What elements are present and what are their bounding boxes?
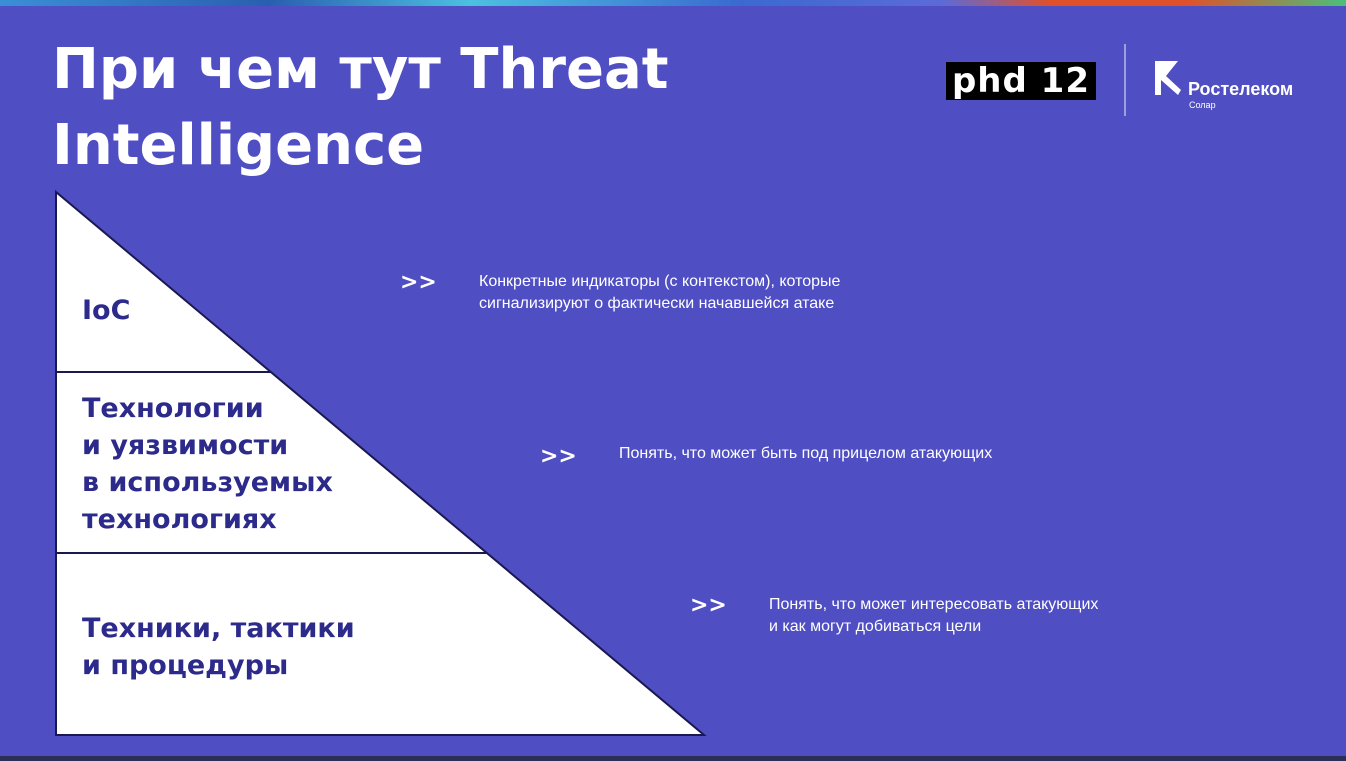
rostelecom-name: Ростелеком xyxy=(1188,79,1294,99)
arrow-ioc: >> xyxy=(400,270,437,295)
description-line: Понять, что может интересовать атакующих xyxy=(769,596,1099,613)
pyramid-triangle xyxy=(55,189,707,736)
description-line: Конкретные индикаторы (с контекстом), ко… xyxy=(479,273,841,290)
pyramid-level-technologies: Технологии и уязвимости в используемых т… xyxy=(82,390,333,538)
level-label-line: и уязвимости xyxy=(82,430,289,461)
description-ttp: Понять, что может интересовать атакующих… xyxy=(769,594,1199,638)
logo-divider xyxy=(1124,44,1126,116)
description-line: и как могут добиваться цели xyxy=(769,618,982,635)
pyramid-diagram xyxy=(55,189,707,736)
level-label-line: технологиях xyxy=(82,504,277,535)
arrow-technologies: >> xyxy=(540,444,577,469)
rostelecom-sub: Солар xyxy=(1189,100,1216,110)
level-label-line: и процедуры xyxy=(82,650,289,681)
level-label-line: Техники, тактики xyxy=(82,613,355,644)
level-label-line: IoC xyxy=(82,295,131,326)
pyramid-level-ioc: IoC xyxy=(82,292,130,329)
description-technologies: Понять, что может быть под прицелом атак… xyxy=(619,443,1049,465)
logos-area: phd 12 Ростелеком Солар xyxy=(946,44,1306,120)
video-bottom-strip xyxy=(0,756,1346,761)
slide-title: При чем тут Threat Intelligence xyxy=(52,37,669,178)
level-label-line: Технологии xyxy=(82,393,264,424)
description-line: сигнализируют о фактически начавшейся ат… xyxy=(479,295,835,312)
pyramid-level-ttp: Техники, тактики и процедуры xyxy=(82,610,355,684)
presentation-slide: При чем тут Threat Intelligence phd 12 Р… xyxy=(0,6,1346,756)
video-top-strip xyxy=(0,0,1346,6)
phd-logo: phd 12 xyxy=(946,62,1096,100)
rostelecom-logo-icon xyxy=(1155,61,1181,95)
level-label-line: в используемых xyxy=(82,467,333,498)
description-line: Понять, что может быть под прицелом атак… xyxy=(619,445,993,462)
description-ioc: Конкретные индикаторы (с контекстом), ко… xyxy=(479,271,909,315)
arrow-ttp: >> xyxy=(690,593,727,618)
